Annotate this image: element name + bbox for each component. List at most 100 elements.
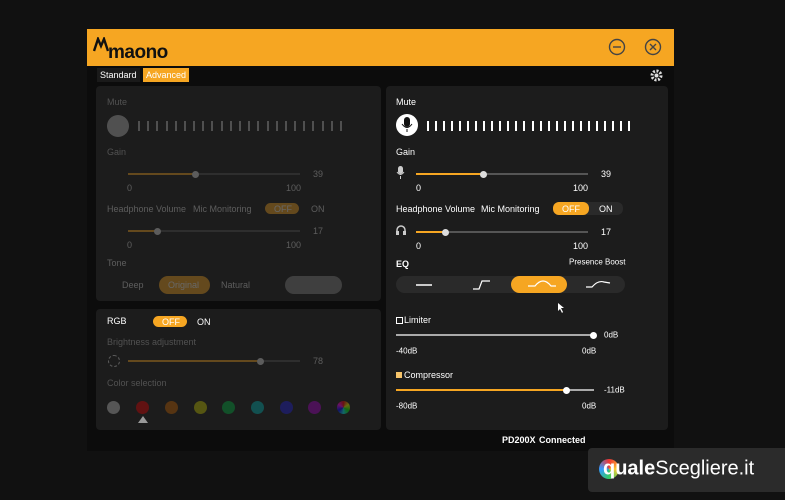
meter-bar: [229, 121, 232, 131]
label: Mute: [396, 97, 417, 107]
toggle-label[interactable]: OFF: [274, 204, 292, 214]
meter-bar: [220, 121, 223, 131]
meter-bar: [303, 121, 306, 131]
toggle-off[interactable]: [153, 316, 187, 327]
meter-bar: [321, 121, 324, 131]
toggle-off[interactable]: [553, 202, 589, 215]
watermark-icon: [599, 459, 619, 479]
meter-bar: [340, 121, 342, 131]
color-swatch[interactable]: [165, 401, 178, 414]
label: Limiter: [404, 315, 432, 325]
color-swatch[interactable]: [107, 401, 120, 414]
meter-bar: [193, 121, 196, 131]
value: 39: [313, 169, 324, 179]
min-label: 0: [416, 241, 422, 251]
color-swatch[interactable]: [194, 401, 207, 414]
tone-option[interactable]: Deep: [122, 280, 144, 290]
value: 17: [313, 226, 324, 236]
meter-bar: [156, 121, 159, 131]
checkbox[interactable]: [396, 317, 403, 324]
max-label: 0dB: [582, 401, 597, 411]
slider-fill: [416, 173, 484, 175]
settings-icon[interactable]: [650, 69, 663, 82]
meter-bar: [138, 121, 140, 131]
max-label: 100: [286, 240, 302, 250]
color-swatch[interactable]: [251, 401, 264, 414]
mute-button[interactable]: [107, 115, 129, 137]
meter-bar: [579, 121, 582, 131]
label: Mute: [107, 97, 128, 107]
tab-active[interactable]: [143, 68, 189, 82]
value: 0dB: [604, 330, 619, 340]
panel: [96, 86, 381, 301]
meter-bar: [312, 121, 315, 131]
tone-selected[interactable]: [159, 276, 210, 294]
toggle-label[interactable]: OFF: [562, 204, 580, 214]
toggle-label[interactable]: OFF: [162, 317, 180, 327]
color-swatch[interactable]: [280, 401, 293, 414]
meter-bar: [555, 121, 558, 131]
toggle-label[interactable]: ON: [311, 204, 325, 214]
max-label: 100: [573, 241, 589, 251]
meter-bar: [507, 121, 510, 131]
label: Presence Boost: [569, 257, 626, 267]
slider[interactable]: [128, 227, 300, 235]
toggle-label[interactable]: ON: [197, 317, 211, 327]
toggle-label[interactable]: ON: [599, 204, 613, 214]
meter-bar: [587, 121, 590, 131]
meter-bar: [547, 121, 550, 131]
slider-fill: [416, 231, 446, 233]
slider-fill: [128, 173, 196, 175]
title-bar: [87, 29, 674, 66]
button[interactable]: [285, 276, 342, 294]
tab-label[interactable]: Standard: [100, 70, 137, 80]
tone-option[interactable]: Original: [168, 280, 200, 290]
min-label: -40dB: [396, 346, 418, 356]
meter-bar: [523, 121, 526, 131]
value: 17: [601, 227, 612, 237]
meter-bar: [211, 121, 214, 131]
watermark: [588, 448, 785, 492]
tone-option[interactable]: Natural: [221, 280, 251, 290]
max-label: 100: [286, 183, 302, 193]
meter-bar: [330, 121, 333, 131]
eq-icons[interactable]: [396, 276, 625, 293]
tab-label[interactable]: Advanced: [146, 70, 187, 80]
logo-mark: [93, 37, 109, 52]
window-controls[interactable]: [607, 38, 663, 56]
meter-bar: [563, 121, 566, 131]
eq-selected[interactable]: [511, 276, 567, 293]
connection-status: Connected: [539, 435, 586, 445]
slider[interactable]: [396, 386, 594, 394]
meter-bar: [603, 121, 606, 131]
slider[interactable]: [396, 331, 597, 339]
min-label: 0: [127, 183, 133, 193]
color-swatch[interactable]: [136, 401, 149, 414]
slider[interactable]: [128, 357, 300, 365]
slider[interactable]: [416, 170, 588, 178]
color-swatch[interactable]: [337, 401, 350, 414]
color-swatch[interactable]: [222, 401, 235, 414]
mic-icon: [401, 117, 413, 132]
label: EQ: [396, 259, 410, 269]
color-swatch[interactable]: [308, 401, 321, 414]
slider[interactable]: [416, 228, 588, 236]
label: Compressor: [404, 370, 454, 380]
meter-bar: [266, 121, 269, 131]
tab[interactable]: [97, 68, 140, 82]
meter-bar: [611, 121, 614, 131]
meter-bar: [571, 121, 574, 131]
label: Gain: [396, 147, 416, 157]
slider[interactable]: [128, 170, 300, 178]
label: Mic Monitoring: [481, 204, 540, 214]
value: -11dB: [604, 385, 625, 395]
meter-bar: [491, 121, 494, 131]
value: 78: [313, 356, 324, 366]
meter-bar: [202, 121, 205, 131]
checkbox[interactable]: [396, 372, 402, 378]
slider-knob: [441, 228, 449, 236]
slider-knob: [153, 227, 161, 235]
toggle-off[interactable]: [265, 203, 299, 214]
